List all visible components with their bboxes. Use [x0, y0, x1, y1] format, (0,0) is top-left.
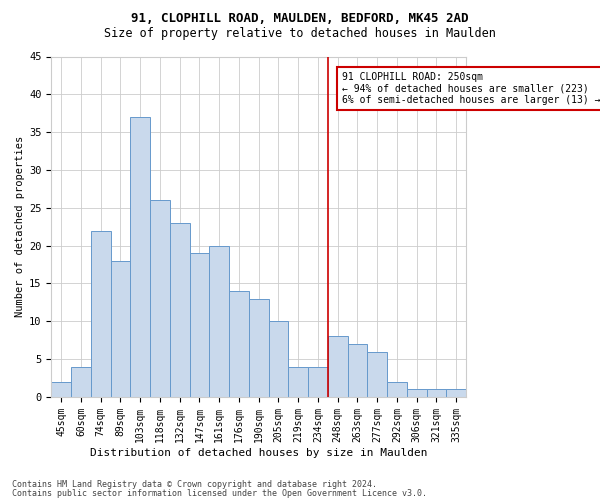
Bar — [91, 230, 110, 397]
Bar — [52, 382, 71, 397]
Text: Contains HM Land Registry data © Crown copyright and database right 2024.: Contains HM Land Registry data © Crown c… — [12, 480, 377, 489]
Bar — [229, 291, 249, 397]
Text: 91 CLOPHILL ROAD: 250sqm
← 94% of detached houses are smaller (223)
6% of semi-d: 91 CLOPHILL ROAD: 250sqm ← 94% of detach… — [341, 72, 600, 105]
Bar — [71, 366, 91, 397]
Bar — [249, 298, 269, 397]
X-axis label: Distribution of detached houses by size in Maulden: Distribution of detached houses by size … — [90, 448, 427, 458]
Bar — [170, 223, 190, 397]
Bar — [407, 390, 427, 397]
Bar — [367, 352, 387, 397]
Bar — [150, 200, 170, 397]
Bar — [387, 382, 407, 397]
Bar — [328, 336, 347, 397]
Bar — [347, 344, 367, 397]
Text: Contains public sector information licensed under the Open Government Licence v3: Contains public sector information licen… — [12, 489, 427, 498]
Bar — [446, 390, 466, 397]
Bar — [269, 322, 289, 397]
Bar — [209, 246, 229, 397]
Bar — [289, 366, 308, 397]
Bar — [110, 261, 130, 397]
Bar — [308, 366, 328, 397]
Text: 91, CLOPHILL ROAD, MAULDEN, BEDFORD, MK45 2AD: 91, CLOPHILL ROAD, MAULDEN, BEDFORD, MK4… — [131, 12, 469, 26]
Bar — [190, 253, 209, 397]
Bar — [130, 117, 150, 397]
Y-axis label: Number of detached properties: Number of detached properties — [15, 136, 25, 318]
Bar — [427, 390, 446, 397]
Text: Size of property relative to detached houses in Maulden: Size of property relative to detached ho… — [104, 28, 496, 40]
